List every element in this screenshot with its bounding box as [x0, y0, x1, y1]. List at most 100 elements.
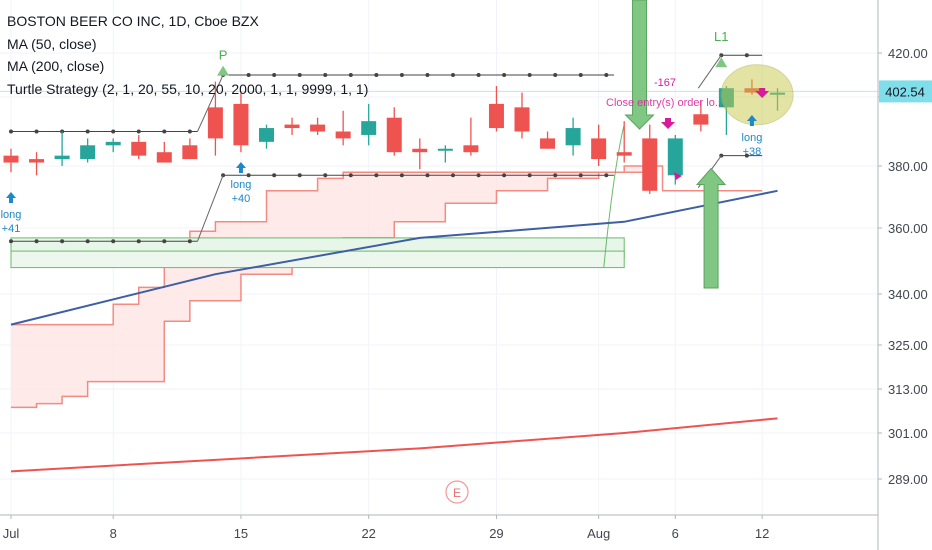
x-tick-label-5: Aug: [587, 526, 610, 541]
symbol-title[interactable]: BOSTON BEER CO INC, 1D, Cboe BZX: [7, 13, 259, 29]
last-price-label: 402.54: [885, 84, 925, 99]
level-connector-bottom: [197, 175, 224, 242]
breakout-level-dot: [476, 173, 481, 178]
x-tick-label-2: 15: [234, 526, 248, 541]
breakout-level-dot: [34, 239, 39, 244]
breakout-level-dot: [502, 173, 507, 178]
long-entry-label-2: long: [742, 132, 763, 144]
y-tick-label-4: 340.00: [888, 287, 928, 302]
breakout-level-dot: [502, 73, 507, 77]
breakout-level-dot: [374, 73, 379, 77]
breakout-level-dot: [323, 73, 328, 77]
breakout-level-dot: [187, 239, 192, 244]
level-connector-top: [197, 74, 224, 132]
candle-body: [3, 155, 19, 163]
indicator-ma50[interactable]: MA (50, close): [7, 35, 97, 52]
breakout-level-dot: [578, 173, 583, 178]
breakout-level-dot: [323, 173, 328, 178]
breakout-level-dot: [9, 129, 13, 134]
ma50-line: [10, 189, 778, 326]
breakout-level-dot: [272, 173, 277, 178]
candle-body: [591, 138, 607, 160]
breakout-level-dot: [60, 239, 65, 244]
x-tick-label-4: 29: [489, 526, 503, 541]
x-tick-label-7: 12: [755, 526, 769, 541]
candle-body: [335, 131, 351, 139]
breakout-level-dot: [111, 239, 116, 244]
x-tick-label-1: 8: [110, 526, 117, 541]
x-tick-label-6: 6: [672, 526, 679, 541]
breakout-level-dot: [297, 73, 302, 77]
breakout-level-dot: [451, 173, 456, 178]
candle-body: [131, 141, 147, 156]
candle-body: [29, 159, 45, 163]
y-tick-label-8: 289.00: [888, 472, 928, 487]
level-connector-l1-top: [697, 54, 722, 89]
close-entry-text: Close entry(s) order lo...: [606, 97, 724, 109]
l1-label: L1: [714, 29, 728, 44]
breakout-level-dot: [272, 73, 277, 77]
candle-body: [488, 103, 504, 129]
channel-upper-line: [11, 165, 650, 326]
exit-marker-3: [673, 172, 682, 180]
position-box-connector: [603, 124, 625, 268]
breakout-level-dot: [34, 129, 39, 134]
exit-marker-1: [661, 118, 675, 129]
channel-fill: [11, 166, 650, 408]
breakout-level-dot: [744, 153, 749, 158]
entry-arrow-up: [695, 167, 727, 289]
candle-body: [80, 145, 96, 160]
exit-amount: -167: [654, 77, 676, 89]
breakout-level-dot: [527, 73, 532, 77]
long-entry-arrow-0: [6, 192, 16, 203]
y-tick-label-3: 360.00: [888, 221, 928, 236]
candle-body: [463, 145, 479, 153]
earnings-marker: [445, 480, 469, 504]
breakout-level-dot: [578, 73, 583, 77]
candle-body: [259, 128, 274, 142]
breakout-level-dot: [399, 73, 404, 77]
breakout-level-dot: [553, 73, 558, 77]
breakout-level-dot: [604, 173, 609, 178]
long-entry-arrow-2: [746, 115, 757, 126]
long-entry-label-1: long: [231, 179, 252, 191]
breakout-level-dot: [348, 173, 353, 178]
y-tick-label-7: 301.00: [888, 426, 928, 441]
earnings-label: E: [453, 486, 461, 500]
breakout-level-dot: [744, 53, 749, 58]
breakout-level-dot: [85, 129, 90, 134]
candle-body: [437, 148, 453, 151]
exit-arrow-down: [624, 0, 655, 130]
breakout-level-dot: [111, 129, 116, 134]
indicator-ma200[interactable]: MA (200, close): [7, 58, 105, 74]
highlight-ellipse: [720, 64, 794, 126]
y-tick-label-5: 325.00: [888, 338, 928, 353]
peak-label: P: [219, 48, 228, 63]
breakout-level-dot: [136, 239, 141, 244]
chart-legend: BOSTON BEER CO INC, 1D, Cboe BZX MA (50,…: [7, 10, 368, 100]
indicator-turtle-strategy[interactable]: Turtle Strategy (2, 1, 20, 55, 10, 20, 2…: [7, 80, 369, 97]
candle-body: [616, 152, 632, 156]
breakout-level-dot: [246, 173, 251, 178]
candle-body: [233, 103, 249, 146]
breakout-level-dot: [399, 173, 404, 178]
long-entry-amount-0: +41: [2, 223, 21, 235]
y-tick-label-6: 313.00: [888, 382, 928, 397]
candle-body: [540, 138, 556, 149]
breakout-level-dot: [451, 73, 456, 77]
breakout-level-dot: [425, 73, 430, 77]
candle-body: [207, 107, 223, 139]
ma200-line: [10, 417, 778, 473]
position-box-2: [10, 250, 625, 269]
breakout-level-dot: [553, 173, 558, 178]
last-price-tag: [879, 80, 932, 103]
candle-body: [310, 124, 326, 132]
candle-body: [514, 107, 530, 132]
candle-body: [565, 128, 581, 146]
long-entry-label-0: long: [1, 209, 22, 221]
candle-body: [667, 138, 683, 176]
candle-body: [412, 148, 428, 153]
breakout-level-dot: [162, 129, 167, 134]
breakout-level-dot: [187, 129, 192, 134]
